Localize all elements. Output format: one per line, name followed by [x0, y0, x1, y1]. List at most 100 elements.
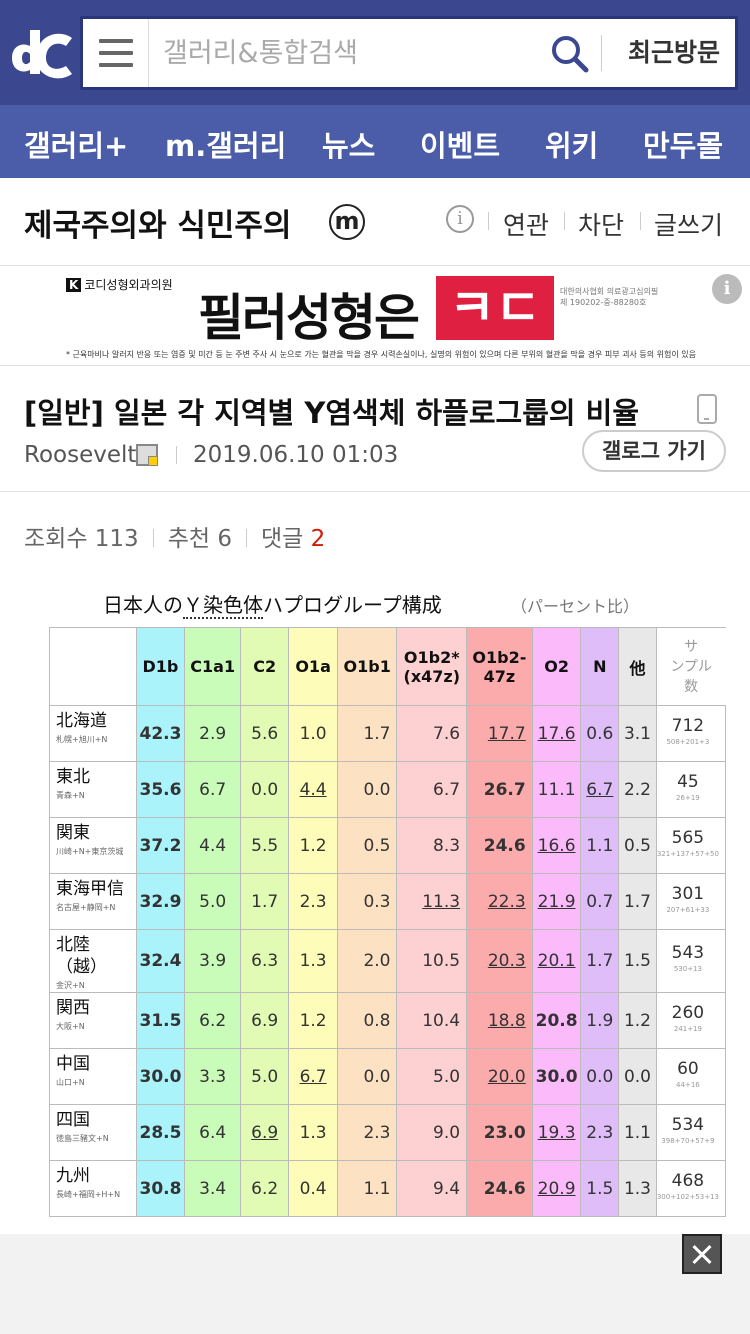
value-cell: 37.2 — [135, 817, 186, 874]
value-cell: 8.3 — [396, 817, 468, 874]
value-cell: 20.1 — [531, 929, 582, 993]
value-cell: 22.3 — [466, 873, 533, 930]
bottom-ad-area — [0, 1234, 750, 1334]
region-sources: 長崎+福岡+H+N — [56, 1190, 121, 1199]
figure-subtitle: （パーセント比） — [511, 597, 640, 616]
region-sources: 川崎+N+東京茨城 — [56, 847, 124, 856]
value-cell: 0.6 — [580, 705, 620, 762]
post-title: [일반] 일본 각 지역별 Y염색체 하플로그룹의 비율 — [24, 396, 640, 430]
value-cell: 1.3 — [618, 1160, 657, 1217]
dc-logo[interactable] — [10, 24, 76, 80]
ad-banner[interactable]: K 코디성형외과의원 필러성형은 ㅋㄷ 대한의사협회 의료광고심의필 제 19020… — [0, 266, 750, 366]
nav-mall[interactable]: 만두몰 — [643, 129, 724, 163]
related-link[interactable]: 연관 — [503, 211, 550, 240]
value-cell: 6.3 — [240, 929, 290, 993]
search-icon[interactable] — [549, 33, 589, 73]
value-cell: 5.0 — [184, 873, 242, 930]
value-cell: 1.9 — [580, 992, 620, 1049]
value-cell: 19.3 — [531, 1104, 582, 1161]
value-cell: 3.9 — [184, 929, 242, 993]
table-row: 関東 川崎+N+東京茨城 37.2 4.4 5.5 1.2 0.5 8.3 24.6 16.6 1.… — [49, 817, 726, 874]
search-input[interactable] — [163, 19, 533, 87]
ad-disclaimer: * 근육마비나 알러지 반응 또는 염증 및 미간 등 눈 주변 주사 시 눈으… — [66, 350, 697, 359]
value-cell: 2.3 — [336, 1104, 398, 1161]
divider — [564, 212, 565, 230]
block-link[interactable]: 차단 — [578, 211, 625, 240]
post-author[interactable]: Roosevelt — [24, 442, 137, 468]
table-header-region — [49, 627, 137, 706]
region-cell: 北陸 （越） 金沢+N — [49, 929, 137, 993]
table-row: 四国 徳島三豬文+N 28.5 6.4 6.9 1.3 2.3 9.0 23.0 19.3 2.3 1… — [49, 1104, 726, 1161]
nav-gallery-plus[interactable]: 갤러리+ — [24, 129, 129, 163]
table-header: サ ンプル 数 — [655, 627, 726, 706]
value-cell: 10.4 — [396, 992, 468, 1049]
ad-brand: K 코디성형외과의원 — [66, 276, 173, 293]
value-cell: 11.1 — [531, 761, 582, 818]
menu-button[interactable] — [83, 19, 149, 87]
region-sources: 名古屋+静岡+N — [56, 903, 116, 912]
table-header: N — [580, 627, 620, 706]
region-cell: 関東川崎+N+東京茨城 — [49, 817, 137, 874]
value-cell: 1.1 — [580, 817, 620, 874]
region-sources: 札幌+旭川+N — [56, 735, 108, 744]
mobile-icon — [697, 394, 717, 424]
table-header: C2 — [240, 627, 290, 706]
post-header: [일반] 일본 각 지역별 Y염색체 하플로그룹의 비율 Roosevelt 2… — [0, 366, 750, 492]
value-cell: 1.7 — [580, 929, 620, 993]
nav-m-gallery[interactable]: m.갤러리 — [165, 129, 287, 163]
value-cell: 30.8 — [135, 1160, 186, 1217]
comment-count[interactable]: 댓글 2 — [260, 526, 326, 552]
recommend-count: 추천 6 — [167, 526, 232, 552]
value-cell: 42.3 — [135, 705, 186, 762]
value-cell: 1.1 — [336, 1160, 398, 1217]
ad-info-icon[interactable]: i — [712, 274, 742, 304]
recent-visits-button[interactable]: 최근방문 — [627, 38, 720, 67]
value-cell: 16.6 — [531, 817, 582, 874]
region-name: 関東 — [56, 823, 90, 843]
sample-count-cell: 565 321+137+57+50 — [655, 817, 726, 874]
sample-count-cell: 260 241+19 — [655, 992, 726, 1049]
value-cell: 23.0 — [466, 1104, 533, 1161]
post-image-table: 日本人のＹ染色体ハプログループ構成 （パーセント比） D1b C1a1 C2 O1a O… — [49, 580, 726, 1234]
close-icon[interactable] — [682, 1234, 722, 1274]
value-cell: 18.8 — [466, 992, 533, 1049]
table-header: O1b1 — [336, 627, 398, 706]
post-stats: 조회수 113 추천 6 댓글 2 — [24, 519, 325, 553]
region-sources: 青森+N — [56, 791, 85, 800]
region-cell: 四国 徳島三豬文+N — [49, 1104, 137, 1161]
value-cell: 10.5 — [396, 929, 468, 993]
value-cell: 26.7 — [466, 761, 533, 818]
value-cell: 5.0 — [240, 1048, 290, 1105]
divider — [640, 212, 641, 230]
nav-wiki[interactable]: 위키 — [545, 129, 599, 163]
region-cell: 東北 青森+N — [49, 761, 137, 818]
value-cell: 20.9 — [531, 1160, 582, 1217]
value-cell: 4.4 — [184, 817, 242, 874]
value-cell: 32.4 — [135, 929, 186, 993]
gallery-title-row: 제국주의와 식민주의 m i 연관 차단 글쓰기 — [0, 178, 750, 266]
gallog-button[interactable]: 갤로그 가기 — [582, 430, 726, 472]
nav-event[interactable]: 이벤트 — [420, 129, 501, 163]
nav-news[interactable]: 뉴스 — [322, 129, 376, 163]
value-cell: 6.9 — [240, 992, 290, 1049]
value-cell: 2.3 — [580, 1104, 620, 1161]
gallery-title[interactable]: 제국주의와 식민주의 — [24, 208, 292, 244]
value-cell: 1.5 — [580, 1160, 620, 1217]
value-cell: 11.3 — [396, 873, 468, 930]
view-count: 조회수 113 — [24, 526, 139, 552]
value-cell: 20.3 — [466, 929, 533, 993]
value-cell: 17.7 — [466, 705, 533, 762]
write-link[interactable]: 글쓰기 — [654, 211, 724, 240]
table-header: O1b2- 47z — [466, 627, 533, 706]
table-row: 東海甲信 名古屋+静岡+N 32.9 5.0 1.7 2.3 0.3 11.3 22.3 21.9… — [49, 873, 726, 930]
value-cell: 0.4 — [288, 1160, 338, 1217]
region-cell: 関西 大阪+N — [49, 992, 137, 1049]
divider — [601, 35, 602, 71]
value-cell: 6.7 — [580, 761, 620, 818]
value-cell: 5.5 — [240, 817, 290, 874]
value-cell: 1.3 — [288, 1104, 338, 1161]
info-icon[interactable]: i — [446, 205, 474, 233]
value-cell: 1.2 — [288, 817, 338, 874]
region-cell: 中国 山口+N — [49, 1048, 137, 1105]
value-cell: 28.5 — [135, 1104, 186, 1161]
